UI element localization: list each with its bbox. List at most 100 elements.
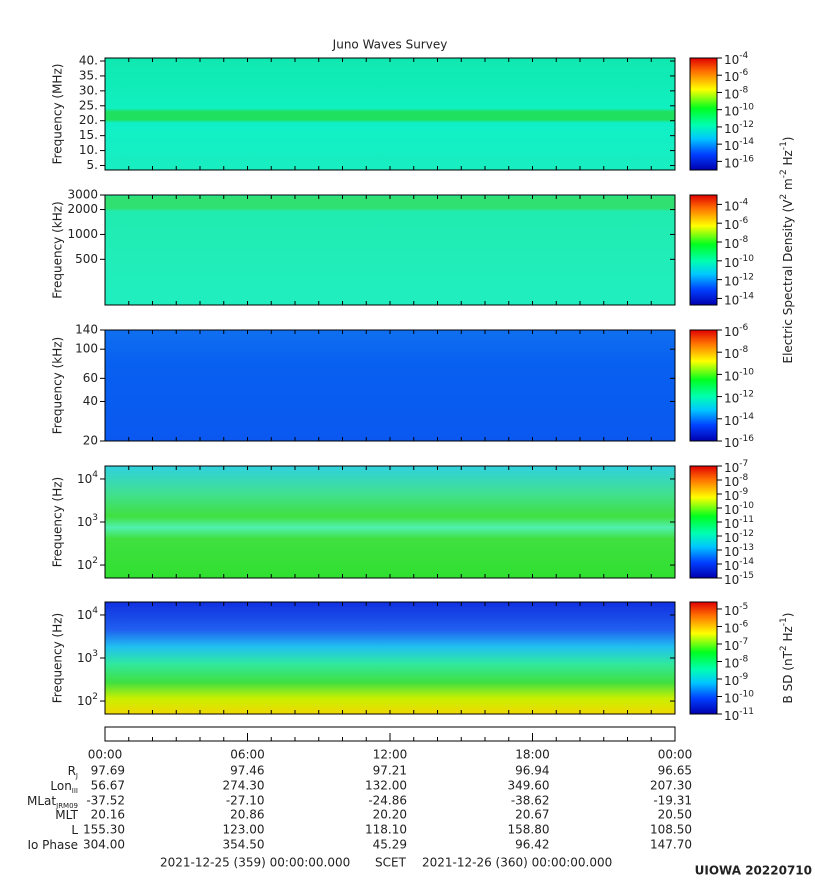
colorbar-tick-label-base: 10 bbox=[724, 199, 739, 213]
y-tick-label: 20. bbox=[79, 113, 98, 127]
colorbar-tick-label-base: 10 bbox=[724, 87, 739, 101]
colorbar-tick-label-exponent: -12 bbox=[739, 389, 754, 399]
colorbar-tick-label: 10-9 bbox=[724, 671, 749, 687]
colorbar-tick-label: 10-14 bbox=[724, 137, 754, 153]
ephemeris-value: 20.50 bbox=[658, 808, 692, 822]
colorbar-tick-label-base: 10 bbox=[724, 709, 739, 723]
y-tick-label-base: 10 bbox=[77, 607, 92, 621]
colorbar-tick-label-base: 10 bbox=[724, 255, 739, 269]
y-tick-label: 35. bbox=[79, 68, 98, 82]
ephemeris-label-text: Lon bbox=[50, 779, 71, 793]
ephemeris-label-sub: JRM09 bbox=[55, 802, 78, 810]
ephemeris-value: 108.50 bbox=[650, 823, 692, 837]
colorbar-label-text: Hz bbox=[781, 150, 795, 169]
ephemeris-value: 118.10 bbox=[365, 823, 407, 837]
colorbar-label-sup: -1 bbox=[779, 141, 789, 150]
y-tick-label: 103 bbox=[77, 649, 98, 665]
y-tick-label-exponent: 4 bbox=[92, 469, 98, 479]
spectrogram bbox=[105, 330, 675, 441]
colorbar-tick-label-base: 10 bbox=[724, 638, 739, 652]
colorbar-tick-label: 10-10 bbox=[724, 689, 754, 705]
colorbar-tick-label-base: 10 bbox=[724, 121, 739, 135]
colorbar-label-sup: -1 bbox=[779, 617, 789, 626]
spectrogram bbox=[105, 466, 675, 578]
colorbar-label-text: Hz bbox=[781, 626, 795, 645]
colorbar-label: Electric Spectral Density (V2 m-2 Hz-1) bbox=[779, 136, 795, 363]
colorbar-label-text: Electric Spectral Density (V bbox=[781, 199, 795, 364]
colorbar-tick-label-exponent: -10 bbox=[739, 253, 754, 263]
colorbar-tick-label-exponent: -10 bbox=[739, 367, 754, 377]
ephemeris-value: -19.31 bbox=[653, 794, 692, 808]
colorbar-tick-label-exponent: -6 bbox=[739, 216, 748, 226]
y-tick-label: 10. bbox=[79, 143, 98, 157]
y-tick-label: 500 bbox=[75, 252, 98, 266]
ephemeris-value: 96.42 bbox=[515, 838, 549, 852]
y-tick-label-base: 10 bbox=[77, 558, 92, 572]
x-tick-label: 00:00 bbox=[658, 748, 693, 762]
ephemeris-label-sub: J bbox=[75, 772, 78, 780]
ephemeris-value: 20.20 bbox=[373, 808, 407, 822]
ephemeris-label-sub: III bbox=[72, 787, 78, 795]
ephemeris-value: 207.30 bbox=[650, 779, 692, 793]
colorbar-tick-label: 10-5 bbox=[724, 601, 748, 617]
spectrogram bbox=[105, 58, 675, 170]
colorbar-tick-label-base: 10 bbox=[724, 237, 739, 251]
y-tick-label: 104 bbox=[77, 605, 98, 621]
colorbar-tick-label-exponent: -4 bbox=[739, 51, 748, 61]
ephemeris-value: 274.30 bbox=[223, 779, 265, 793]
colorbar-tick-label-exponent: -7 bbox=[739, 459, 748, 469]
colorbar-tick-label-base: 10 bbox=[724, 545, 739, 559]
spectrogram bbox=[105, 602, 675, 714]
colorbar-label-text: m bbox=[781, 178, 795, 194]
ephemeris-label: RJ bbox=[68, 764, 78, 781]
y-tick-label-exponent: 3 bbox=[92, 649, 98, 659]
y-tick-label-base: 10 bbox=[77, 471, 92, 485]
colorbar-tick-label: 10-14 bbox=[724, 291, 754, 307]
colorbar-tick-label-base: 10 bbox=[724, 139, 739, 153]
y-tick-label-exponent: 2 bbox=[92, 692, 98, 702]
ephemeris-label-text: Io Phase bbox=[27, 838, 78, 852]
colorbar-tick-label-base: 10 bbox=[724, 325, 739, 339]
y-tick-label-base: 10 bbox=[77, 651, 92, 665]
colorbar bbox=[689, 329, 718, 442]
colorbar-tick-label-exponent: -8 bbox=[739, 235, 748, 245]
colorbar-tick-label: 10-12 bbox=[724, 529, 754, 545]
y-tick-label-exponent: 4 bbox=[92, 605, 98, 615]
y-axis-label: Frequency (kHz) bbox=[51, 201, 65, 298]
colorbar-tick-label-base: 10 bbox=[724, 293, 739, 307]
colorbar-tick-label-base: 10 bbox=[724, 104, 739, 118]
y-tick-label: 30. bbox=[79, 83, 98, 97]
colorbar-tick-label-exponent: -8 bbox=[739, 345, 748, 355]
ephemeris-value: 132.00 bbox=[365, 779, 407, 793]
colorbar-tick-label-exponent: -13 bbox=[739, 543, 754, 553]
y-tick-label-exponent: 3 bbox=[92, 513, 98, 523]
ephemeris-value: 97.46 bbox=[230, 764, 264, 778]
footer-start: 2021-12-25 (359) 00:00:00.000 bbox=[160, 856, 350, 870]
colorbar-tick-label-exponent: -8 bbox=[739, 654, 748, 664]
colorbar-tick-label-base: 10 bbox=[724, 436, 739, 450]
colorbar-tick-label-base: 10 bbox=[724, 531, 739, 545]
ephemeris-value: 354.50 bbox=[223, 838, 265, 852]
ephemeris-value: -24.86 bbox=[368, 794, 407, 808]
colorbar-tick-label-base: 10 bbox=[724, 156, 739, 170]
colorbar-tick-label: 10-8 bbox=[724, 654, 749, 670]
y-axis-label: Frequency (MHz) bbox=[51, 64, 65, 165]
colorbar-label-text: ) bbox=[781, 136, 795, 141]
colorbar-tick-label: 10-13 bbox=[724, 543, 754, 559]
colorbar-tick-label-exponent: -7 bbox=[739, 636, 748, 646]
colorbar-tick-label-base: 10 bbox=[724, 603, 739, 617]
ephemeris-value: 147.70 bbox=[650, 838, 692, 852]
ephemeris-value: 155.30 bbox=[83, 823, 125, 837]
ephemeris-label: LonIII bbox=[50, 779, 78, 796]
colorbar-tick-label: 10-4 bbox=[724, 51, 749, 67]
colorbar-tick-label: 10-15 bbox=[724, 571, 754, 587]
colorbar-tick-label-base: 10 bbox=[724, 573, 739, 587]
ephemeris-value: 20.16 bbox=[91, 808, 125, 822]
colorbar-tick-label-exponent: -12 bbox=[739, 272, 754, 282]
colorbar-tick-label: 10-8 bbox=[724, 473, 749, 489]
colorbar-tick-label-exponent: -16 bbox=[739, 434, 754, 444]
ephemeris-value: -27.10 bbox=[226, 794, 265, 808]
colorbar-tick-label: 10-10 bbox=[724, 367, 754, 383]
x-tick-label: 06:00 bbox=[230, 748, 265, 762]
